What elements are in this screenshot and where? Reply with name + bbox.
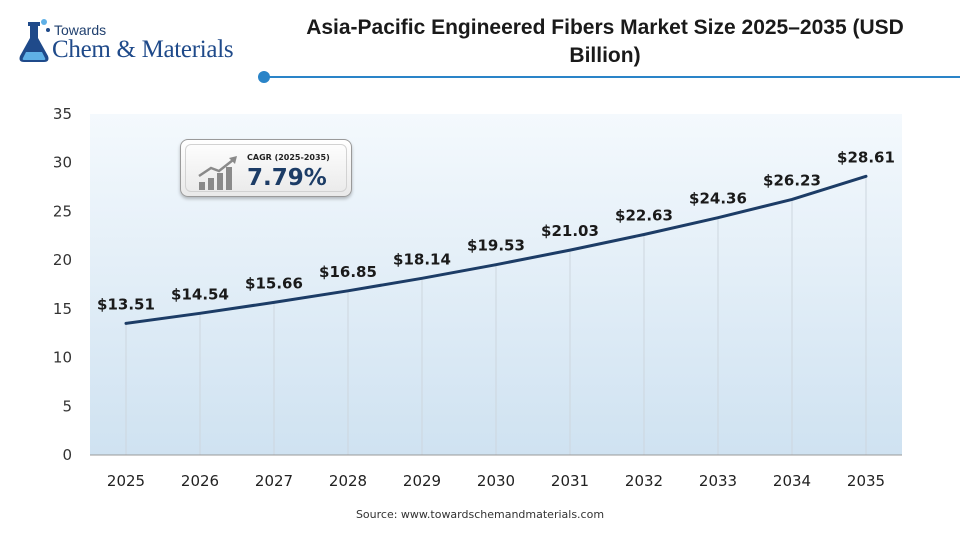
y-tick-0: 0 — [62, 446, 72, 464]
brand-line1: Towards — [54, 22, 107, 38]
x-tick-2030: 2030 — [477, 472, 515, 490]
x-tick-2035: 2035 — [847, 472, 885, 490]
x-tick-2027: 2027 — [255, 472, 293, 490]
data-label-2035: $28.61 — [837, 148, 895, 166]
x-tick-2025: 2025 — [107, 472, 145, 490]
data-label-2032: $22.63 — [615, 207, 673, 225]
data-label-2029: $18.14 — [393, 250, 451, 268]
brand-line2: Chem & Materials — [52, 36, 234, 63]
data-label-2025: $13.51 — [97, 295, 155, 313]
flask-icon — [19, 19, 50, 62]
source-note: Source: www.towardschemandmaterials.com — [355, 508, 605, 521]
cagr-label: CAGR (2025-2035) — [247, 153, 330, 162]
y-tick-10: 10 — [53, 349, 72, 367]
data-label-2031: $21.03 — [541, 222, 599, 240]
brand-logo: Towards Chem & Materials — [14, 12, 254, 68]
x-tick-2031: 2031 — [551, 472, 589, 490]
cagr-box-inner — [185, 144, 347, 192]
y-tick-35: 35 — [53, 105, 72, 123]
data-label-2026: $14.54 — [171, 285, 229, 303]
title-rule — [266, 76, 960, 78]
data-label-2027: $15.66 — [245, 274, 303, 292]
x-tick-2032: 2032 — [625, 472, 663, 490]
data-label-2034: $26.23 — [763, 171, 821, 189]
data-label-2033: $24.36 — [689, 190, 747, 208]
series-line — [124, 174, 868, 325]
data-label-2028: $16.85 — [319, 263, 377, 281]
growth-chart-icon — [198, 156, 237, 190]
chart-title: Asia-Pacific Engineered Fibers Market Si… — [306, 16, 904, 67]
x-tick-2026: 2026 — [181, 472, 219, 490]
cagr-box: CAGR (2025-2035) 7.79% — [180, 139, 352, 197]
title-rule-dot — [258, 71, 270, 83]
x-tick-2033: 2033 — [699, 472, 737, 490]
y-tick-30: 30 — [53, 154, 72, 172]
y-tick-25: 25 — [53, 202, 72, 220]
y-tick-20: 20 — [53, 251, 72, 269]
y-tick-15: 15 — [53, 300, 72, 318]
x-tick-2028: 2028 — [329, 472, 367, 490]
x-tick-2034: 2034 — [773, 472, 811, 490]
cagr-value: 7.79% — [247, 165, 327, 191]
y-tick-5: 5 — [62, 397, 72, 415]
data-label-2030: $19.53 — [467, 237, 525, 255]
x-tick-2029: 2029 — [403, 472, 441, 490]
